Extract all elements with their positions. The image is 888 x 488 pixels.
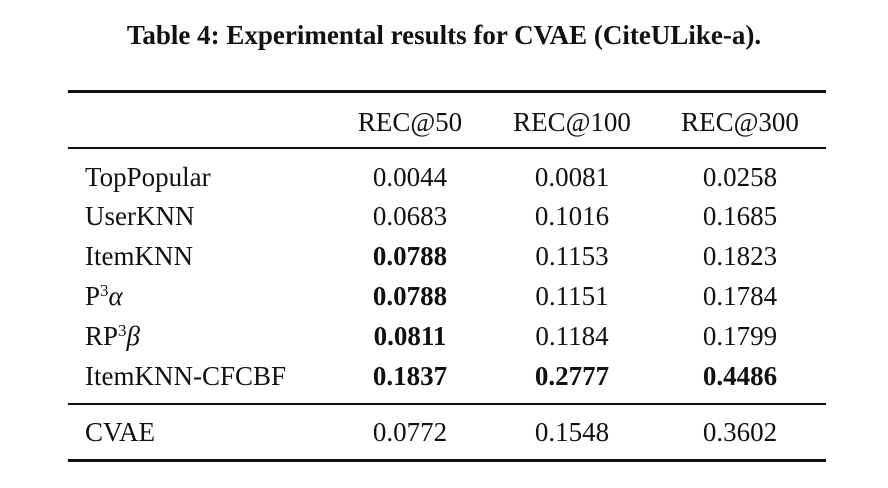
method-name: ItemKNN-CFCBF (85, 361, 287, 391)
method-name: RP3β (85, 320, 140, 352)
method-name: CVAE (85, 417, 156, 447)
value-cell: 0.0258 (702, 162, 778, 192)
value-cell: 0.1153 (535, 241, 609, 271)
value-cell: 0.0772 (372, 417, 448, 447)
header-rule (68, 147, 826, 149)
method-tail: α (108, 281, 123, 311)
method-name: UserKNN (85, 201, 195, 231)
method-name: TopPopular (85, 162, 211, 192)
value-cell: 0.0081 (534, 162, 610, 192)
value-cell: 0.1837 (372, 361, 448, 391)
value-cell: 0.1184 (535, 321, 609, 351)
value-cell: 0.0683 (372, 201, 448, 231)
value-cell: 0.1016 (534, 201, 610, 231)
value-cell: 0.1823 (702, 241, 778, 271)
value-cell: 0.1151 (535, 281, 609, 311)
table-title: Table 4: Experimental results for CVAE (… (126, 20, 762, 50)
column-header: REC@100 (513, 107, 631, 137)
method-name: ItemKNN (85, 241, 193, 271)
value-cell: 0.0788 (372, 241, 448, 271)
bottom-rule (68, 459, 826, 462)
column-header: REC@50 (357, 107, 463, 137)
value-cell: 0.0788 (372, 281, 448, 311)
method-tail: β (126, 321, 140, 351)
method-name: P3α (85, 280, 123, 312)
column-header: REC@300 (681, 107, 799, 137)
value-cell: 0.0811 (373, 321, 447, 351)
top-rule (68, 90, 826, 93)
method-sup: 3 (100, 281, 109, 300)
value-cell: 0.3602 (702, 417, 778, 447)
value-cell: 0.4486 (702, 361, 778, 391)
method-base: RP (85, 321, 119, 351)
group-rule (68, 403, 826, 405)
method-sup: 3 (118, 321, 127, 340)
method-base: P (85, 281, 101, 311)
value-cell: 0.1799 (702, 321, 778, 351)
value-cell: 0.1548 (534, 417, 610, 447)
value-cell: 0.1784 (702, 281, 778, 311)
value-cell: 0.1685 (702, 201, 778, 231)
value-cell: 0.0044 (372, 162, 448, 192)
value-cell: 0.2777 (534, 361, 610, 391)
